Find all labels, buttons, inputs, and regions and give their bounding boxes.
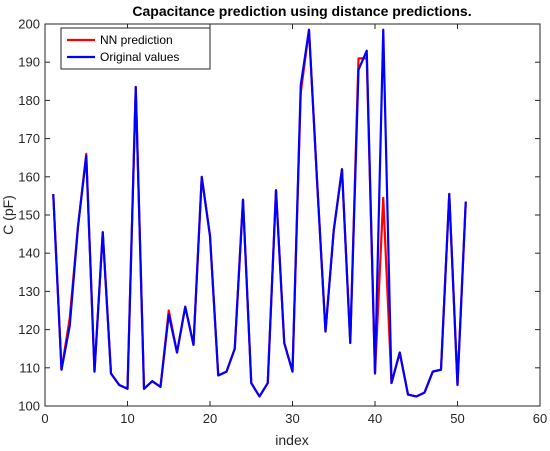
x-tick-label: 40 xyxy=(368,411,382,426)
series-layer xyxy=(52,28,467,398)
y-axis-label: C (pF) xyxy=(0,195,16,235)
y-tick-label: 110 xyxy=(19,360,40,375)
y-tick-label: 150 xyxy=(18,208,40,223)
legend: NN prediction Original values xyxy=(60,27,211,70)
x-tick-label: 10 xyxy=(120,411,134,426)
y-tick-label: 160 xyxy=(18,169,40,184)
legend-label-0: NN prediction xyxy=(100,33,173,47)
y-tick-label: 130 xyxy=(18,284,40,299)
x-tick-label: 20 xyxy=(203,411,217,426)
x-axis-label: index xyxy=(275,432,308,448)
legend-box xyxy=(60,27,211,70)
x-tick-label: 0 xyxy=(41,411,48,426)
y-tick-label: 170 xyxy=(18,131,40,146)
axes-layer: 0 10 20 30 40 50 60 100 110 120 130 140 150 160 170 180… xyxy=(18,17,547,427)
legend-label-1: Original values xyxy=(100,50,179,64)
x-tick-label: 60 xyxy=(533,411,547,426)
y-tick-label: 180 xyxy=(18,93,40,108)
y-tick-label: 190 xyxy=(18,55,40,70)
series-line-1 xyxy=(52,28,467,398)
y-tick-label: 140 xyxy=(18,246,40,261)
chart-title: Capacitance prediction using distance pr… xyxy=(132,3,471,19)
y-tick-label: 100 xyxy=(18,399,40,414)
y-tick-label: 120 xyxy=(18,322,40,337)
x-tick-label: 30 xyxy=(285,411,299,426)
x-tick-label: 50 xyxy=(450,411,464,426)
y-tick-label: 200 xyxy=(18,17,40,32)
